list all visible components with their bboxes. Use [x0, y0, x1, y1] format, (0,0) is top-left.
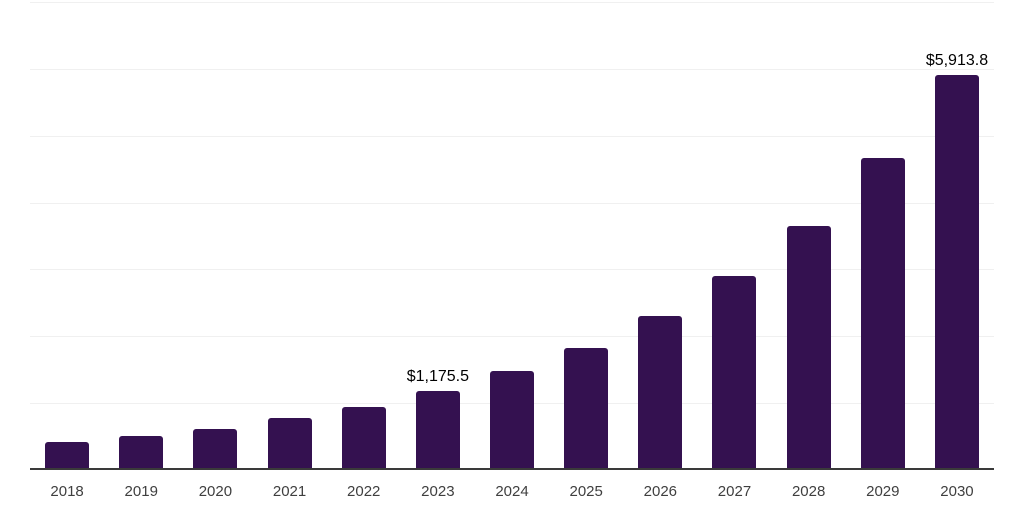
x-tick-label: 2029	[866, 483, 900, 500]
bars-row: $1,175.5 $5,913.8	[30, 2, 994, 470]
bar-slot	[549, 2, 623, 470]
bar-slot	[772, 2, 846, 470]
x-tick-label: 2021	[272, 483, 307, 500]
x-tick-label: 2030	[940, 483, 974, 500]
bar-2020[interactable]	[193, 428, 238, 470]
bar-slot	[623, 2, 697, 470]
bar-value-label: $5,913.8	[925, 51, 989, 69]
bar-2018[interactable]	[45, 441, 90, 470]
bar-slot: $5,913.8	[920, 2, 994, 470]
bar-slot	[178, 2, 252, 470]
gridline	[30, 202, 994, 204]
bar-slot: $1,175.5	[401, 2, 475, 470]
x-tick-label: 2024	[495, 483, 529, 500]
bar-value-label: $1,175.5	[406, 368, 469, 386]
x-tick-label: 2027	[717, 483, 752, 500]
x-tick-label: 2022	[347, 483, 381, 500]
bar-slot	[475, 2, 549, 470]
bar-2023[interactable]	[415, 391, 460, 470]
plot-area: $1,175.5 $5,913.8	[30, 2, 994, 470]
bar-2021[interactable]	[267, 418, 312, 470]
gridline	[30, 135, 994, 137]
bar-2026[interactable]	[638, 316, 683, 470]
bar-slot	[104, 2, 178, 470]
x-tick-label: 2028	[791, 483, 826, 500]
x-tick-label: 2026	[643, 483, 678, 500]
x-tick-label: 2025	[569, 483, 603, 500]
gridline	[30, 269, 994, 271]
x-axis-line	[30, 468, 994, 470]
bar-2028[interactable]	[786, 225, 831, 470]
bar-slot	[697, 2, 771, 470]
x-axis-tick-labels: 2018 2019 2020 2021 2022 2023 2024 2025 2026 2027…	[30, 483, 994, 501]
x-tick-label: 2019	[124, 483, 158, 500]
x-tick-label: 2020	[198, 483, 233, 500]
gridline	[30, 336, 994, 338]
bar-2025[interactable]	[564, 347, 609, 470]
bar-2022[interactable]	[341, 406, 386, 470]
x-tick-label: 2023	[421, 483, 455, 500]
bar-slot	[846, 2, 920, 470]
bar-slot	[327, 2, 401, 470]
gridline	[30, 68, 994, 70]
bar-slot	[252, 2, 326, 470]
x-tick-label: 2018	[50, 483, 84, 500]
bar-2019[interactable]	[119, 436, 164, 470]
bar-slot	[30, 2, 104, 470]
bar-2029[interactable]	[860, 158, 905, 470]
gridline	[30, 2, 994, 3]
bar-2030[interactable]	[934, 74, 979, 470]
bar-2024[interactable]	[490, 371, 535, 470]
bar-2027[interactable]	[712, 276, 757, 470]
